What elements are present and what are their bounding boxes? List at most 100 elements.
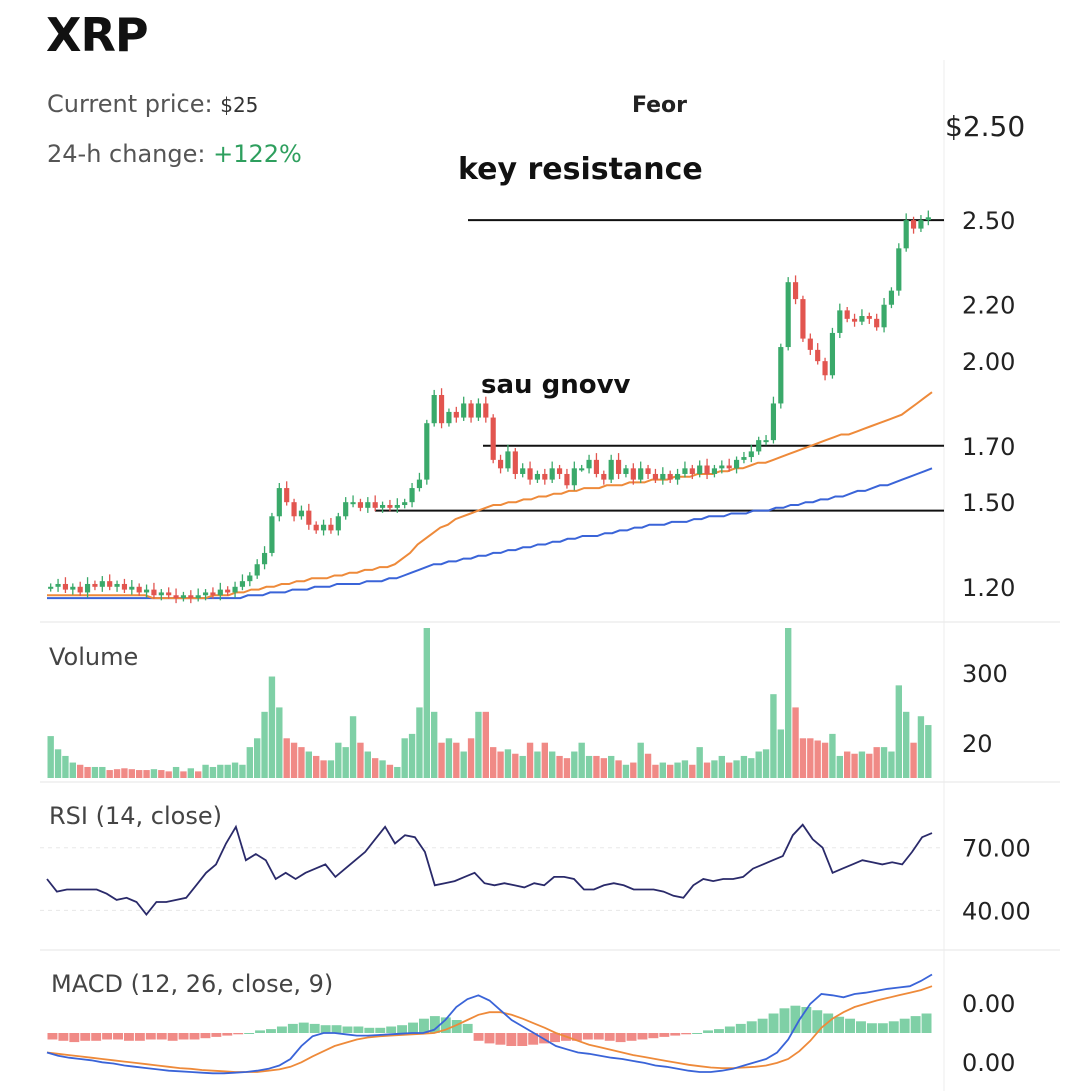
rsi-tick-label: 70.00 [962, 835, 1031, 863]
candle-body [225, 589, 231, 593]
current-price-value: $25 [220, 93, 259, 117]
volume-bar [659, 762, 666, 778]
macd-histogram-bar [506, 1033, 517, 1046]
candle-body [837, 310, 843, 333]
volume-bar [652, 764, 659, 778]
volume-bar [703, 762, 711, 778]
candle-body [475, 403, 482, 418]
candle-body [652, 473, 659, 480]
macd-histogram-bar [222, 1033, 233, 1036]
macd-histogram-bar [255, 1030, 266, 1033]
macd-histogram-bar [801, 1007, 812, 1033]
candle-body [748, 451, 754, 458]
volume-bar [128, 769, 135, 778]
candle-body [623, 468, 629, 474]
volume-bar [467, 738, 475, 778]
volume-bar [342, 747, 349, 778]
candle-body [232, 586, 238, 593]
macd-tick-label: 0.00 [962, 990, 1015, 1018]
volume-bar [313, 755, 320, 778]
candle-body [402, 502, 408, 505]
volume-bar [298, 747, 305, 778]
volume-bar [172, 766, 180, 778]
volume-bar [644, 753, 652, 778]
candle-body [239, 581, 246, 587]
volume-tick-label: 300 [962, 660, 1008, 688]
volume-bar [792, 707, 799, 778]
candle-body [645, 468, 651, 474]
candle-body [534, 473, 541, 480]
volume-bar [364, 751, 371, 778]
candle-body [468, 403, 474, 418]
volume-bar [69, 762, 76, 778]
macd-histogram-bar [462, 1023, 473, 1033]
candle-body [593, 459, 600, 474]
macd-histogram-bar [604, 1033, 615, 1041]
volume-bar [777, 729, 784, 778]
volume-bar [438, 742, 445, 778]
candle-body [615, 459, 622, 474]
candle-body [195, 595, 201, 599]
rsi-line [46, 823, 933, 917]
macd-histogram-bar [648, 1033, 659, 1039]
macd-histogram-bar [113, 1033, 123, 1040]
macd-histogram-bar [779, 1008, 790, 1033]
volume-bar [512, 753, 519, 778]
macd-histogram-bar [58, 1033, 69, 1041]
candle-body [291, 502, 297, 517]
volume-bar [637, 742, 644, 778]
macd-histogram-bar [659, 1033, 670, 1037]
candle-body [261, 552, 268, 565]
macd-histogram-bar [845, 1018, 856, 1033]
volume-bar [401, 738, 408, 778]
volume-bar [113, 769, 121, 778]
volume-bar [726, 762, 733, 778]
candle-body [630, 468, 636, 480]
volume-bar [283, 738, 290, 778]
volume-bar [873, 747, 880, 778]
macd-histogram-bar [331, 1025, 342, 1033]
macd-histogram-bar [233, 1033, 244, 1035]
candle-body [866, 316, 872, 319]
macd-histogram-bar [276, 1026, 287, 1033]
candle-body [770, 403, 777, 441]
volume-bar [762, 749, 770, 778]
macd-signal-line [46, 985, 933, 1073]
candle-body [741, 457, 747, 460]
volume-bar [549, 751, 556, 778]
candle-body [188, 595, 194, 599]
volume-bar [674, 762, 681, 778]
macd-histogram-bar [167, 1033, 178, 1041]
candle-body [62, 583, 69, 590]
current-price-label: Current price: [47, 90, 213, 118]
price-head: $2.50 [945, 110, 1026, 143]
volume-bar [630, 762, 637, 778]
volume-bar [54, 749, 62, 778]
candle-body [180, 595, 187, 599]
volume-bar [121, 768, 128, 778]
macd-histogram-bar [571, 1033, 582, 1041]
candle-body [925, 217, 931, 221]
macd-histogram-bar [910, 1016, 921, 1033]
candle-body [556, 468, 563, 474]
macd-histogram-bar [429, 1016, 440, 1033]
candle-body [372, 502, 378, 508]
macd-histogram-bar [386, 1026, 397, 1033]
candle-body [527, 468, 533, 480]
candle-body [815, 349, 821, 362]
volume-bar [733, 760, 740, 778]
candle-body [918, 220, 924, 229]
candle-body [505, 451, 511, 469]
candle-body [608, 459, 614, 480]
macd-histogram-bar [593, 1033, 604, 1040]
candle-body [173, 595, 179, 599]
candle-body [888, 290, 895, 305]
volume-tick-label: 20 [962, 730, 993, 758]
price-tick-label: 1.70 [962, 433, 1015, 461]
candle-body [881, 304, 887, 328]
candle-body [394, 505, 400, 508]
macd-histogram-bar [397, 1025, 408, 1033]
volume-bar [718, 755, 725, 778]
candle-body [431, 395, 437, 424]
macd-histogram-bar [790, 1005, 801, 1033]
